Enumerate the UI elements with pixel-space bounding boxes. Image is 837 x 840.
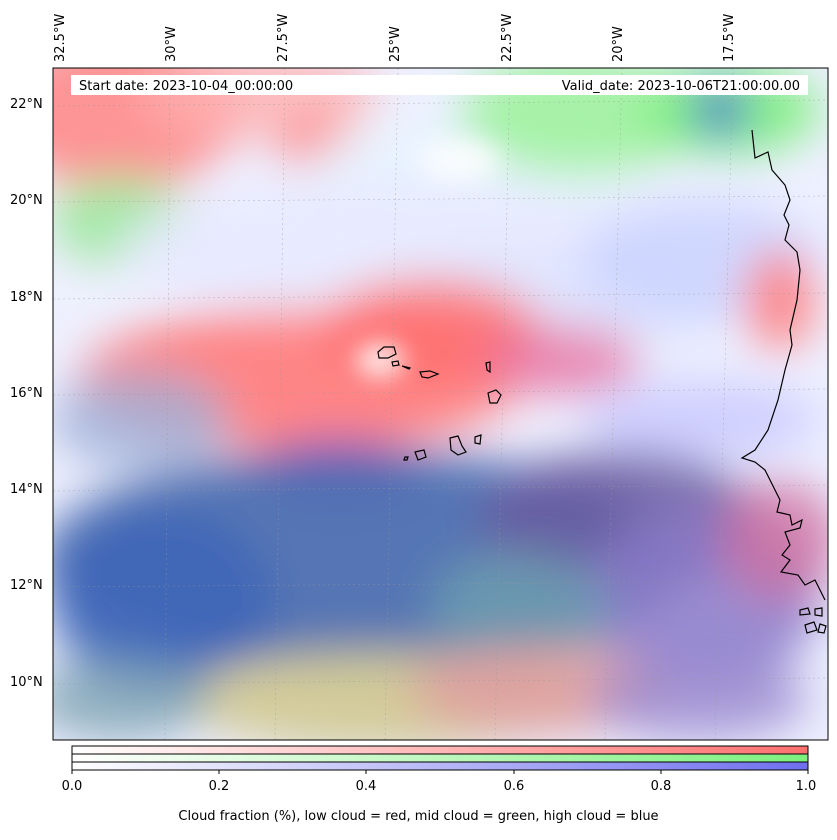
lat-label-16n: 16°N xyxy=(10,386,43,401)
lat-label-18n: 18°N xyxy=(10,290,43,305)
start-date-label: Start date: 2023-10-04_00:00:00 xyxy=(79,79,294,94)
lat-label-14n: 14°N xyxy=(10,482,43,497)
info-band xyxy=(71,75,808,95)
colorbar-tick-0-2: 0.2 xyxy=(208,779,230,794)
lon-label-27-5w: 27.5°W xyxy=(276,13,291,62)
colorbar-tick-0-8: 0.8 xyxy=(650,779,672,794)
lon-label-32-5w: 32.5°W xyxy=(53,13,68,62)
colorbar-tick-0: 0.0 xyxy=(61,779,83,794)
lon-label-20w: 20°W xyxy=(611,26,626,62)
colorbar-label: Cloud fraction (%), low cloud = red, mid… xyxy=(178,809,659,824)
cape-verde-islands xyxy=(377,346,827,634)
colorbar-mid xyxy=(72,754,808,762)
colorbar-tick-1: 1.0 xyxy=(795,779,817,794)
cloud-field xyxy=(53,68,828,740)
colorbar xyxy=(71,745,809,774)
africa-coastline xyxy=(740,129,826,601)
lat-label-12n: 12°N xyxy=(10,578,43,593)
lon-label-22-5w: 22.5°W xyxy=(500,13,515,62)
lon-label-30w: 30°W xyxy=(164,26,179,62)
colorbar-high xyxy=(72,762,808,770)
lon-label-25w: 25°W xyxy=(388,26,403,62)
lat-label-20n: 20°N xyxy=(10,193,43,208)
colorbar-low xyxy=(72,746,808,754)
lat-label-22n: 22°N xyxy=(10,97,43,112)
valid-date-label: Valid_date: 2023-10-06T21:00:00.00 xyxy=(561,79,800,94)
colorbar-tick-0-6: 0.6 xyxy=(503,779,525,794)
graticule xyxy=(53,68,828,740)
map-frame xyxy=(52,67,829,741)
lat-label-10n: 10°N xyxy=(10,675,43,690)
colorbar-tick-0-4: 0.4 xyxy=(355,779,377,794)
lon-label-17-5w: 17.5°W xyxy=(722,13,737,62)
